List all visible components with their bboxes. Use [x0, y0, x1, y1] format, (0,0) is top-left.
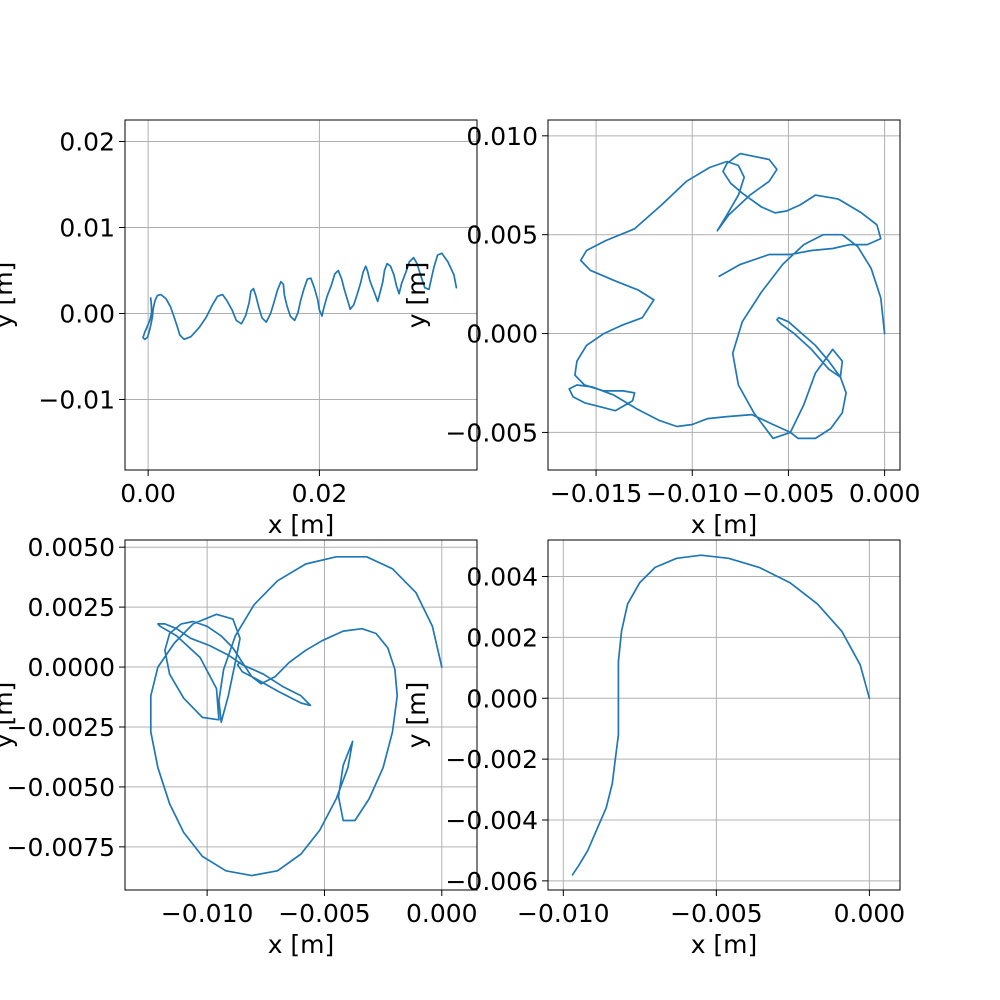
x-tick-label: −0.005	[670, 899, 763, 928]
y-tick-label: −0.002	[445, 745, 538, 774]
y-tick-label: 0.000	[466, 320, 538, 349]
axes-frame	[547, 539, 901, 891]
y-axis-label: y [m]	[402, 262, 431, 329]
plot-background	[548, 120, 900, 470]
x-tick-label: −0.005	[278, 899, 371, 928]
plot-background	[548, 540, 900, 890]
trajectory-series-line	[142, 252, 458, 341]
y-tick-label: −0.0050	[7, 773, 115, 802]
y-tick-label: 0.010	[466, 122, 538, 151]
x-tick-label: −0.010	[161, 899, 254, 928]
trajectory-series-line	[571, 554, 871, 876]
x-axis-label: x [m]	[268, 930, 335, 959]
x-tick-label: −0.010	[646, 479, 739, 508]
y-tick-label: 0.0000	[28, 653, 115, 682]
x-tick-label: −0.005	[742, 479, 835, 508]
y-tick-label: −0.0025	[7, 713, 115, 742]
y-tick-label: −0.01	[38, 385, 115, 414]
y-tick-label: −0.006	[445, 867, 538, 896]
y-tick-label: 0.01	[59, 213, 115, 242]
plot-area: −0.015 −0.010 −0.005 0.000−0.0050.0000.0050…	[445, 119, 921, 508]
subplot-top-right: −0.015 −0.010 −0.005 0.000−0.0050.0000.0050…	[402, 119, 921, 539]
y-tick-label: 0.000	[466, 684, 538, 713]
x-tick-label: 0.00	[120, 479, 176, 508]
y-axis-label: y [m]	[0, 262, 18, 329]
x-tick-label: 0.000	[834, 899, 906, 928]
y-tick-label: 0.0025	[28, 593, 115, 622]
subplot-bottom-left: −0.010 −0.005 0.000 −0.0075 −0.0050 −0.0025 0.…	[0, 533, 478, 959]
x-tick-label: 0.02	[292, 479, 348, 508]
x-tick-label: −0.015	[550, 479, 643, 508]
y-axis-label: y [m]	[402, 682, 431, 749]
subplot-bottom-right: −0.010 −0.005 0.000 −0.006 −0.004 −0.002 0.000…	[402, 539, 906, 959]
plot-area: −0.010 −0.005 0.000 −0.006 −0.004 −0.002 0.000…	[445, 539, 906, 928]
x-tick-label: −0.010	[517, 899, 610, 928]
x-tick-label: 0.000	[849, 479, 921, 508]
trajectory-series-line	[149, 555, 443, 877]
plot-area: 0.00 0.02 −0.01 0.00 0.01 0.02	[38, 119, 478, 508]
y-tick-label: −0.0075	[7, 833, 115, 862]
x-axis-label: x [m]	[691, 930, 758, 959]
y-tick-label: 0.02	[59, 127, 115, 156]
y-tick-label: 0.00	[59, 299, 115, 328]
y-tick-label: −0.004	[445, 806, 538, 835]
y-tick-label: 0.005	[466, 221, 538, 250]
axes-frame	[547, 119, 901, 471]
axes-frame	[124, 539, 478, 891]
y-axis-label: y [m]	[0, 682, 18, 749]
y-tick-label: 0.0050	[28, 533, 115, 562]
x-tick-label: 0.000	[406, 899, 478, 928]
subplot-top-left: 0.00 0.02 −0.01 0.00 0.01 0.02 x [m] y [m]	[0, 119, 478, 539]
plot-area: −0.010 −0.005 0.000 −0.0075 −0.0050 −0.0025 0.…	[7, 533, 478, 928]
x-axis-label: x [m]	[691, 510, 758, 539]
y-tick-label: −0.005	[445, 418, 538, 447]
x-axis-label: x [m]	[268, 510, 335, 539]
trajectory-series-line	[568, 152, 886, 440]
axes-frame	[124, 119, 478, 471]
y-tick-label: 0.002	[466, 623, 538, 652]
plot-background	[125, 120, 477, 470]
y-tick-label: 0.004	[466, 563, 538, 592]
